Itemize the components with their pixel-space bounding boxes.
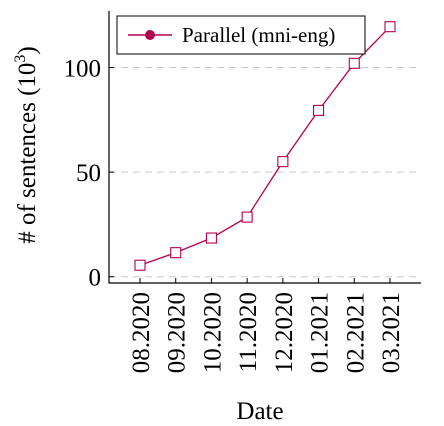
- y-axis-label-exponent: 3: [12, 55, 29, 63]
- gridlines: [109, 66, 421, 278]
- y-axis-label-text: # of sentences (10: [14, 63, 41, 244]
- legend-marker: [145, 30, 155, 40]
- y-axis-label: # of sentences (103): [12, 46, 41, 244]
- legend: Parallel (mni-eng): [116, 15, 366, 55]
- axis-lines: [108, 11, 421, 284]
- x-tick-label: 09.2020: [164, 292, 191, 373]
- x-tick-label: 12.2020: [271, 292, 298, 373]
- data-point: [241, 211, 253, 223]
- x-axis-label: Date: [236, 398, 283, 425]
- data-point: [170, 247, 182, 259]
- x-tick-label: 11.2020: [235, 292, 262, 372]
- data-point: [134, 259, 146, 271]
- y-axis-label-suffix: ): [14, 46, 41, 54]
- data-point: [205, 232, 217, 244]
- y-tick-label: 100: [64, 55, 102, 82]
- x-tick-label: 02.2021: [342, 292, 369, 373]
- x-tick-label: 01.2021: [307, 292, 334, 373]
- legend-entry: Parallel (mni-eng): [182, 23, 335, 47]
- series-group: [134, 21, 396, 271]
- series-line: [139, 26, 391, 266]
- y-ticks: 0 50 100: [64, 55, 114, 292]
- x-tick-label: 03.2021: [378, 292, 405, 373]
- data-point: [313, 104, 325, 116]
- data-point: [384, 21, 396, 33]
- x-ticks: 08.2020 09.2020 10.2020 11.2020 12.2020 01.20…: [128, 278, 405, 373]
- y-tick-label: 0: [89, 265, 102, 292]
- x-tick-label: 10.2020: [199, 292, 226, 373]
- x-tick-label: 08.2020: [128, 292, 155, 373]
- axes: [108, 11, 421, 284]
- y-tick-label: 50: [76, 160, 101, 187]
- data-point: [277, 156, 289, 168]
- data-point: [348, 57, 360, 69]
